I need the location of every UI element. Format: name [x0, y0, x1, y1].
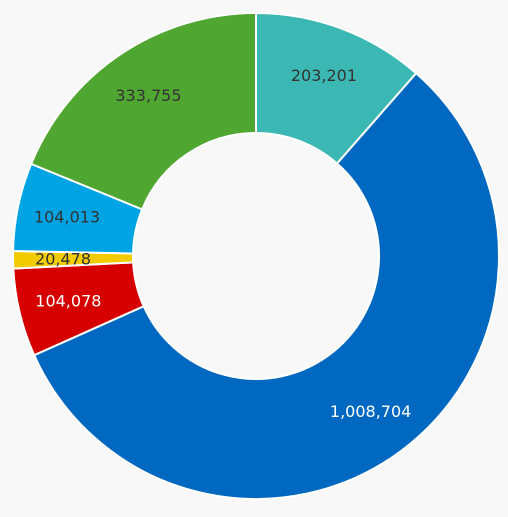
donut-slice-1	[32, 71, 500, 500]
slice-value-label-0: 203,201	[291, 66, 357, 85]
slice-value-label-1: 1,008,704	[330, 402, 411, 421]
slices-group	[12, 11, 500, 500]
donut-slice-5	[29, 11, 257, 211]
slice-value-label-4: 104,013	[34, 207, 100, 226]
slice-value-label-3: 20,478	[35, 250, 91, 269]
labels-group: 203,201 1,008,704 104,078 20,478 104,013 333,…	[34, 66, 411, 421]
slice-value-label-5: 333,755	[115, 86, 181, 105]
slice-value-label-2: 104,078	[35, 292, 101, 311]
